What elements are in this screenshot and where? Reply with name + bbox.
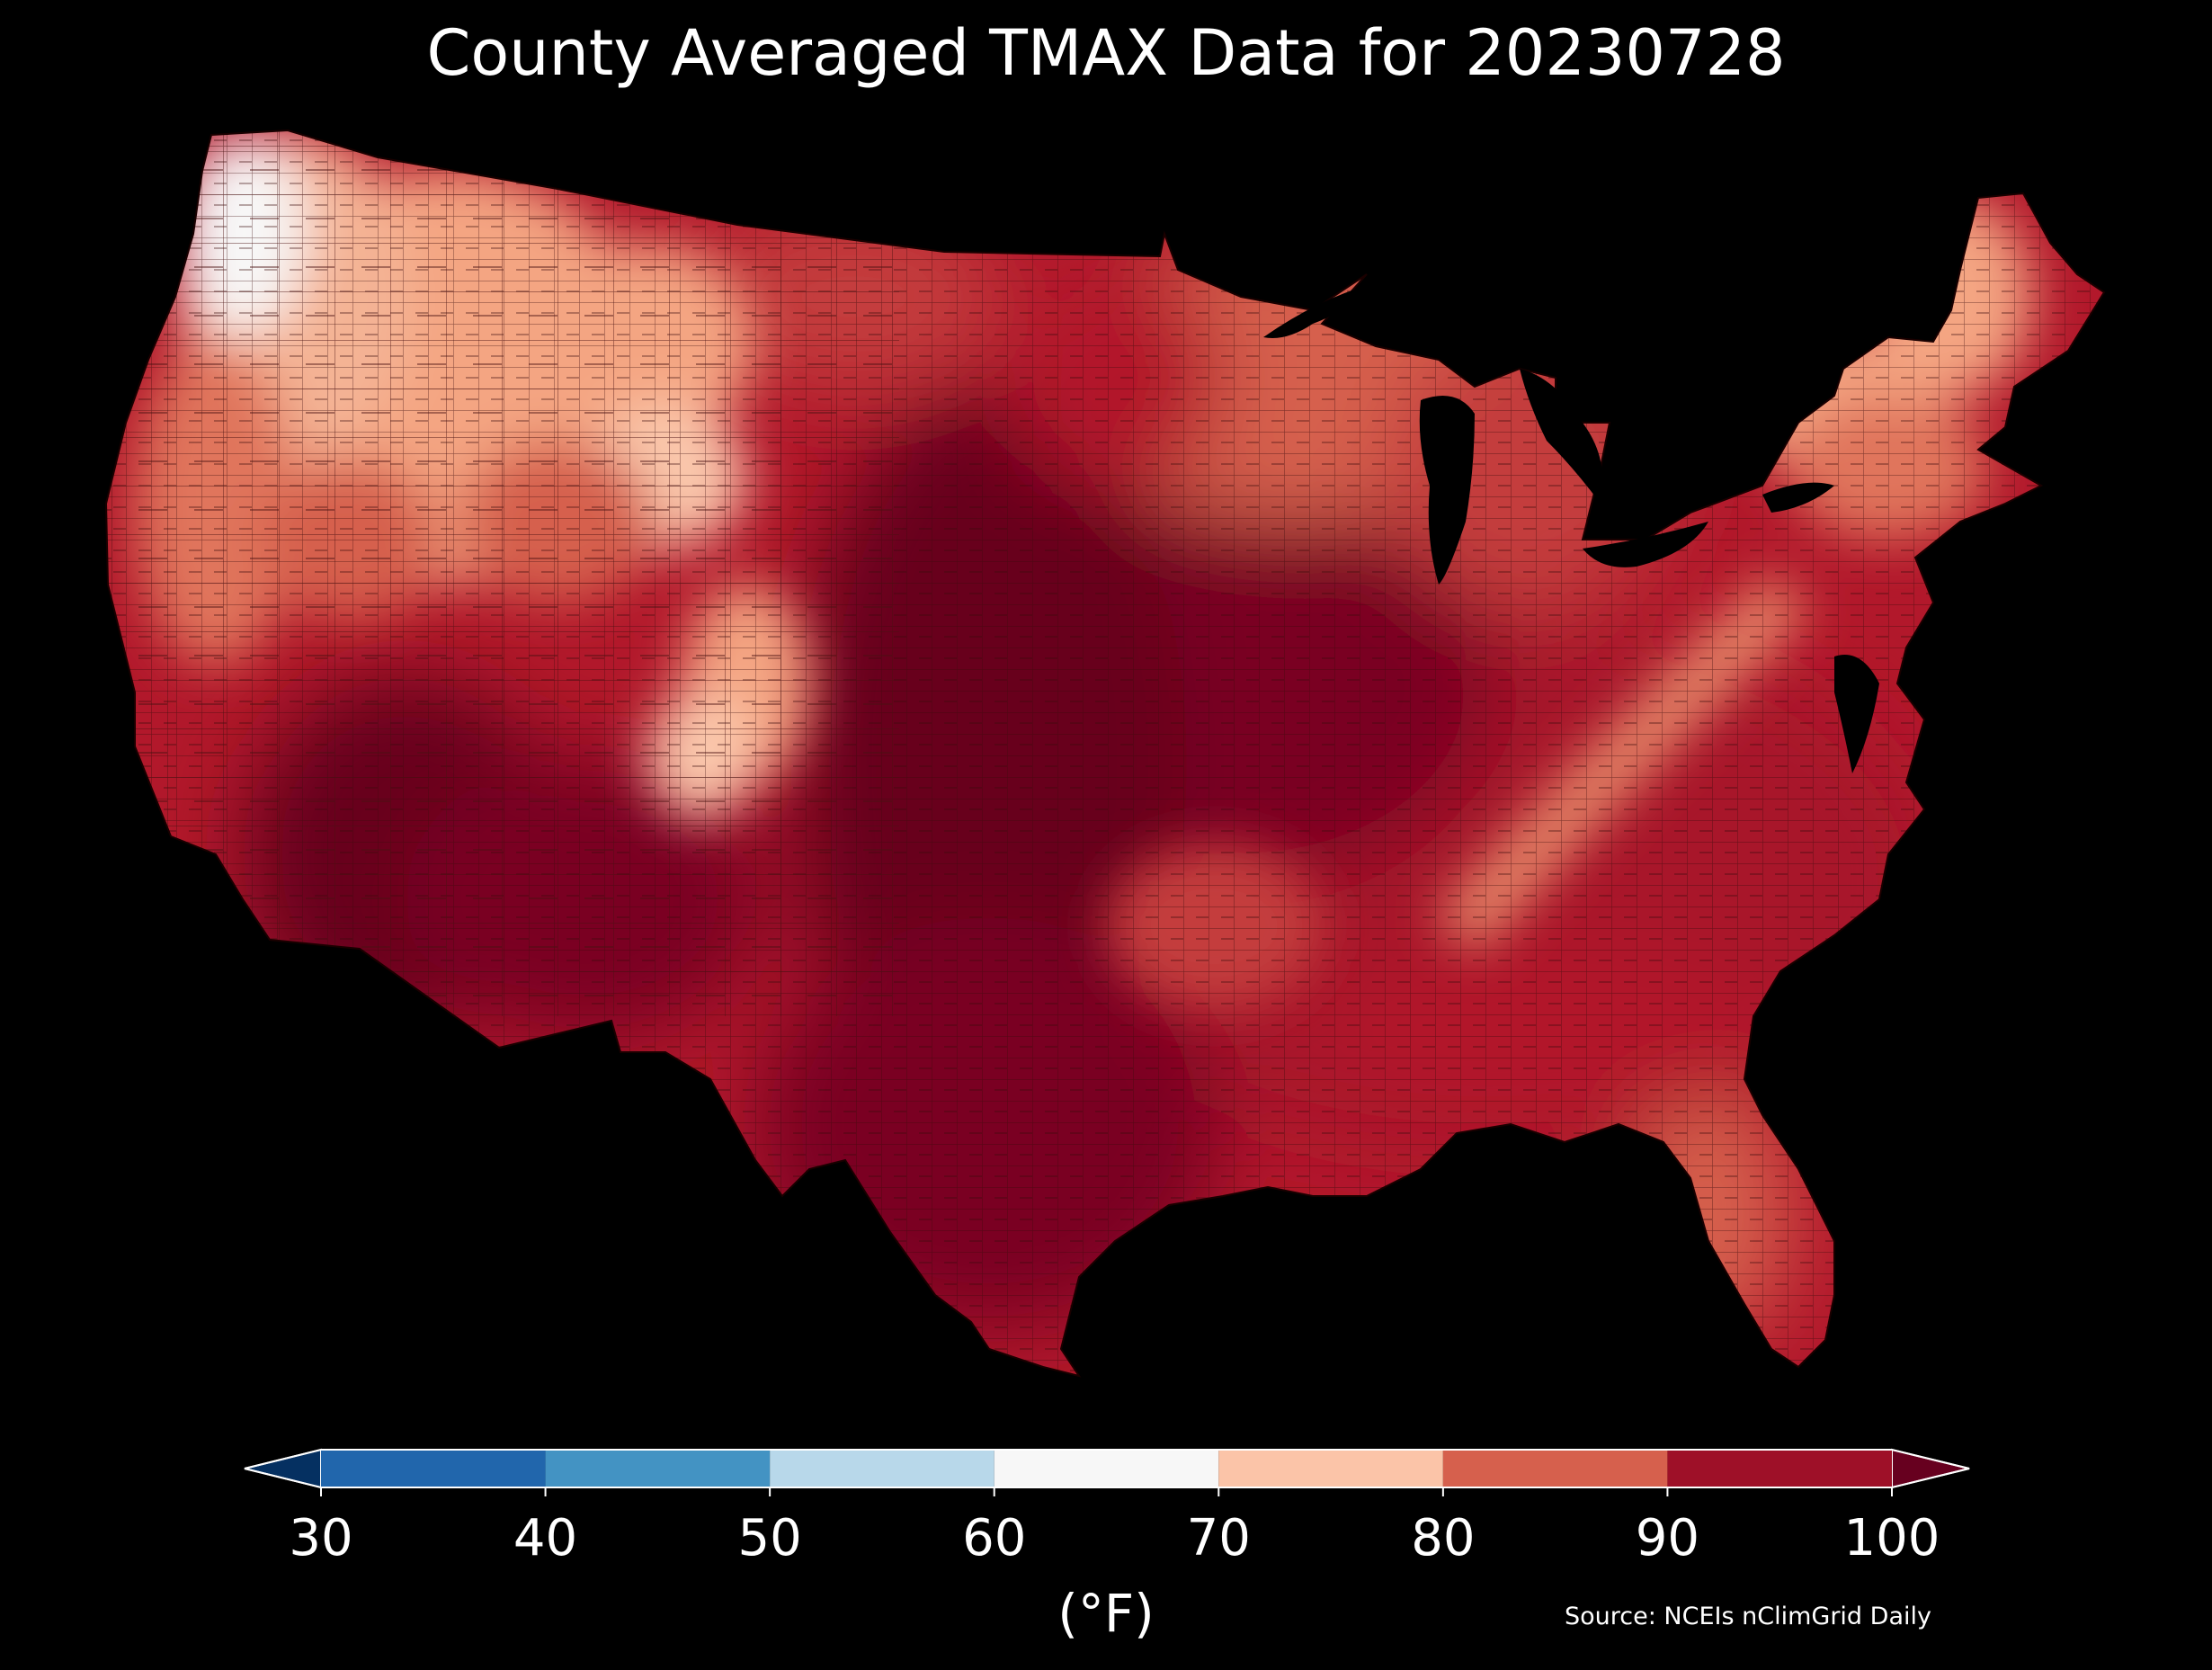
colorbar-units-label: (°F) bbox=[1057, 1583, 1155, 1644]
chesapeake-bay bbox=[1834, 655, 1879, 773]
lake-erie bbox=[1583, 522, 1708, 567]
lake-huron bbox=[1520, 369, 1603, 504]
page-title: County Averaged TMAX Data for 20230728 bbox=[426, 16, 1786, 90]
lake-michigan bbox=[1419, 396, 1475, 585]
source-credit: Source: NCEIs nClimGrid Daily bbox=[1565, 1603, 1931, 1630]
lake-ontario bbox=[1762, 482, 1834, 513]
lake-superior bbox=[1263, 283, 1376, 338]
great-lakes bbox=[1263, 283, 1879, 773]
